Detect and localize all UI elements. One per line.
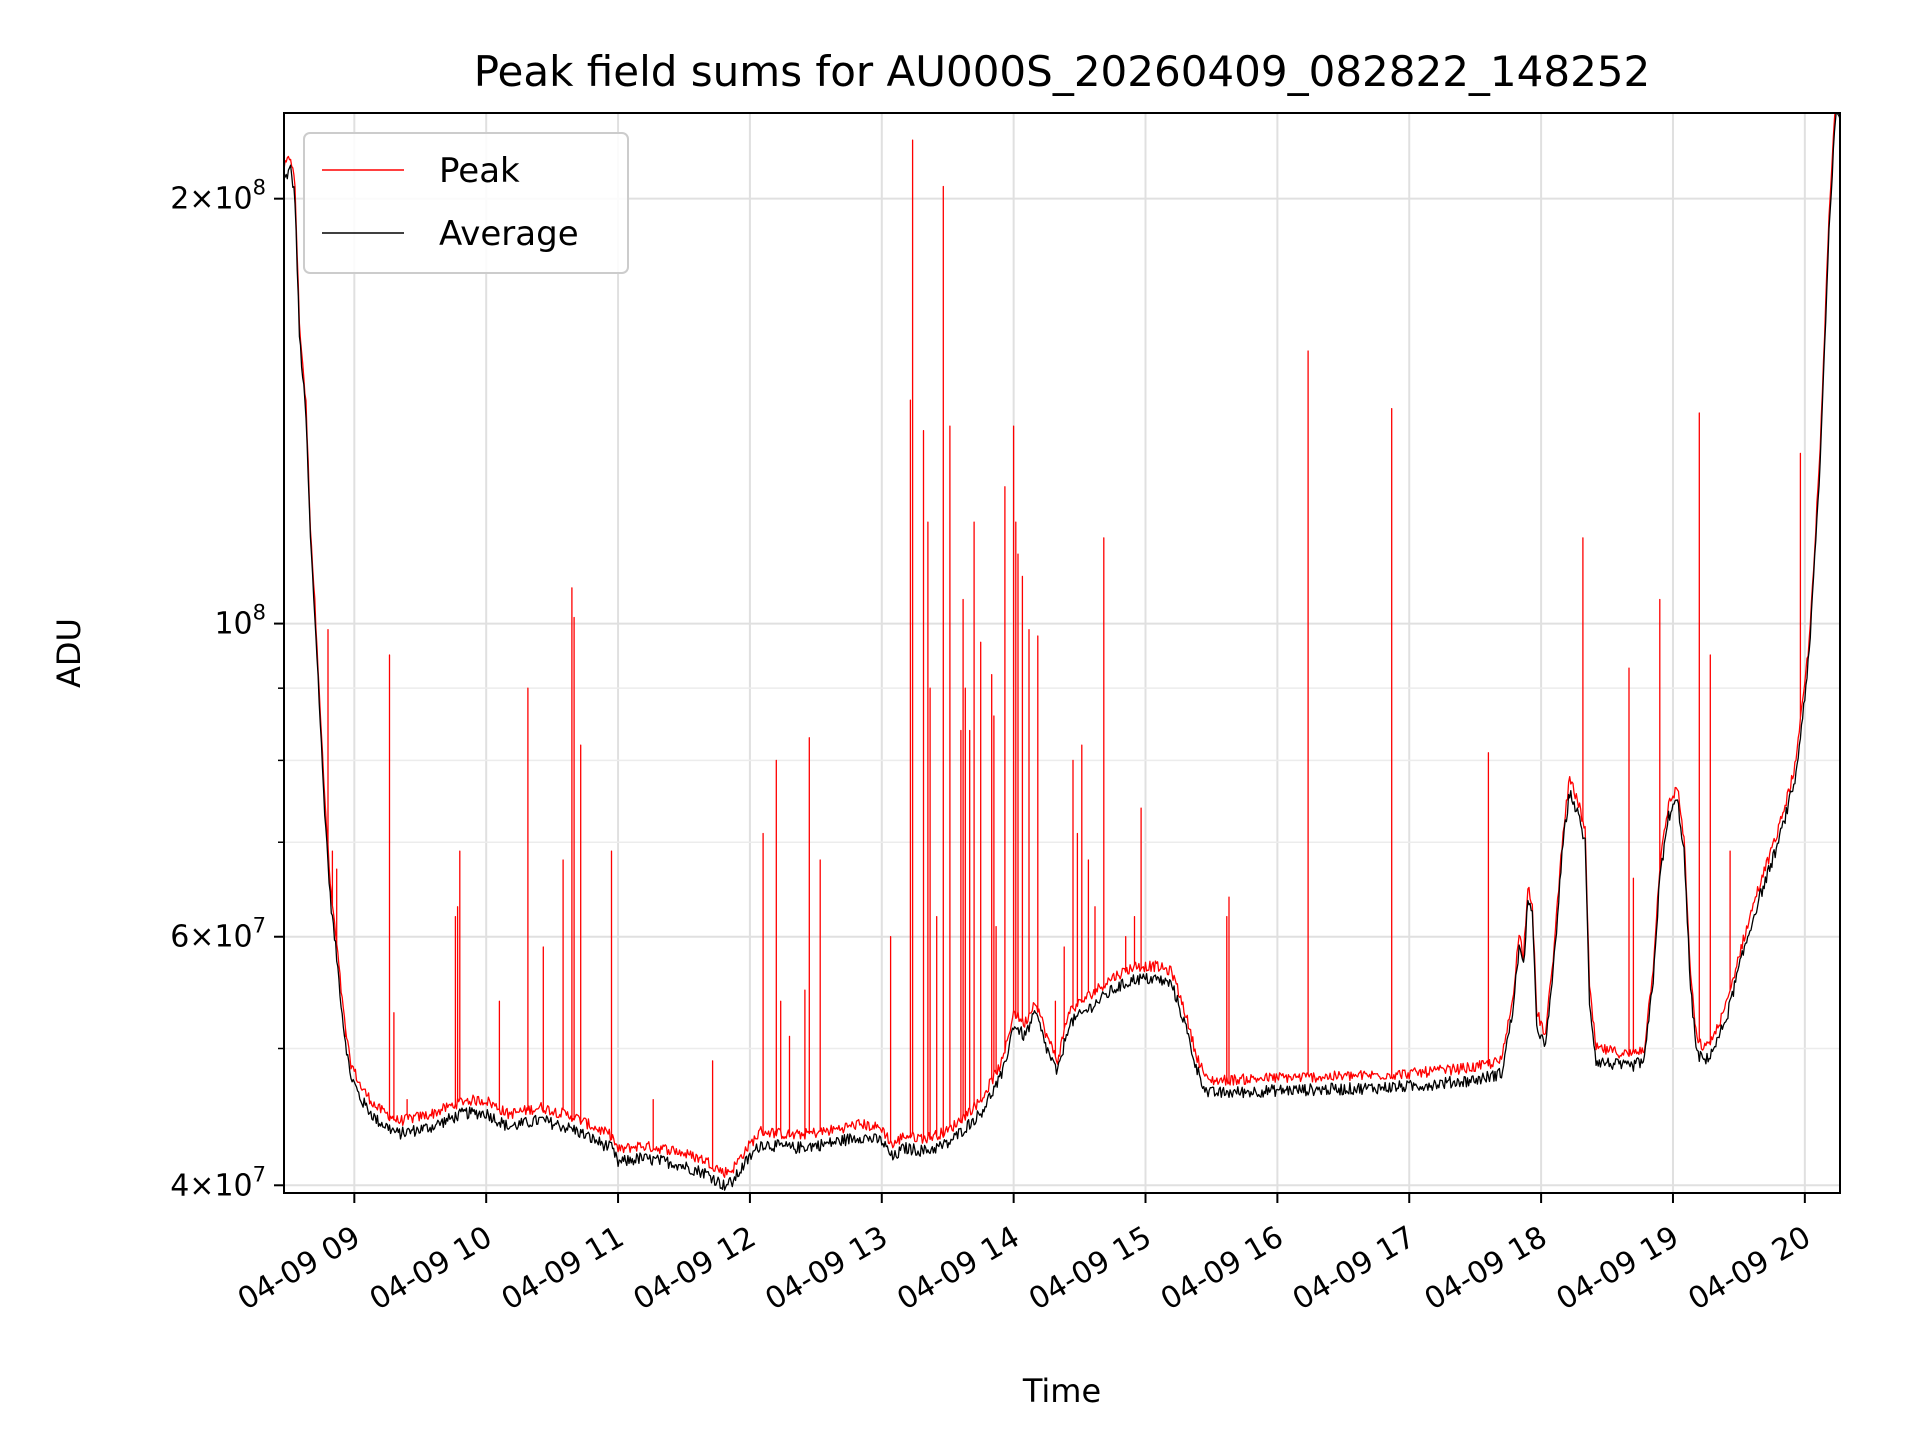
y-tick-label: 108: [214, 601, 266, 642]
legend-label-average: Average: [439, 214, 579, 254]
grid: [284, 113, 1840, 1193]
series-layer: [284, 113, 1840, 1191]
series-line-average: [284, 113, 1840, 1191]
legend-label-peak: Peak: [439, 151, 520, 191]
legend: Peak Average: [303, 132, 629, 274]
y-axis: 4×107 6×107 108 2×108: [170, 176, 284, 1203]
y-tick-label: 4×107: [170, 1162, 266, 1203]
legend-box: [303, 132, 629, 274]
y-axis-label: ADU: [50, 618, 88, 688]
plot-frame: [283, 112, 1841, 1194]
series-line-peak: [284, 113, 1836, 1178]
y-tick-label: 2×108: [170, 176, 266, 217]
chart-title: Peak field sums for AU000S_20260409_0828…: [474, 47, 1651, 96]
x-axis-label: Time: [1022, 1372, 1101, 1410]
y-tick-label: 6×107: [170, 914, 266, 955]
